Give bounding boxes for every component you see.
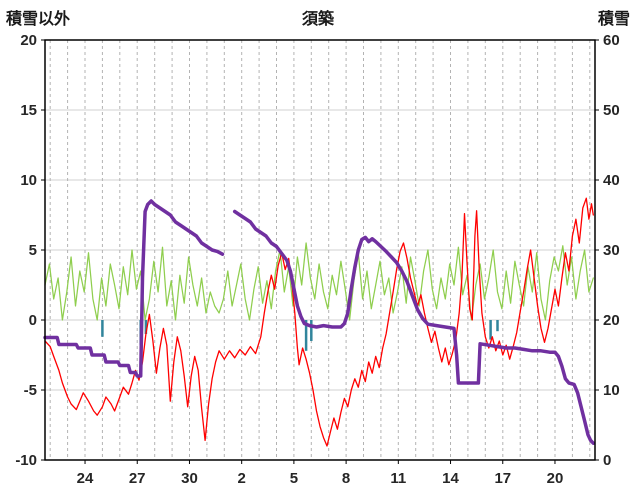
svg-text:20: 20 [20, 32, 37, 49]
left-axis-title: 積雪以外 [6, 11, 71, 28]
svg-text:5: 5 [29, 242, 37, 259]
svg-text:5: 5 [290, 470, 298, 487]
svg-text:30: 30 [181, 470, 198, 487]
svg-text:-10: -10 [15, 452, 37, 469]
svg-text:0: 0 [29, 312, 37, 329]
svg-text:14: 14 [442, 470, 459, 487]
svg-text:8: 8 [342, 470, 350, 487]
svg-text:-5: -5 [24, 382, 37, 399]
right-axis-title: 積雪 [597, 11, 630, 28]
svg-text:50: 50 [603, 102, 620, 119]
svg-text:27: 27 [129, 470, 146, 487]
svg-text:40: 40 [603, 172, 620, 189]
svg-text:10: 10 [20, 172, 37, 189]
svg-text:20: 20 [547, 470, 564, 487]
svg-text:2: 2 [238, 470, 246, 487]
svg-text:11: 11 [390, 470, 406, 487]
svg-text:17: 17 [494, 470, 511, 487]
chart-title: 須築 [301, 11, 334, 28]
svg-text:10: 10 [603, 382, 620, 399]
svg-text:24: 24 [77, 470, 94, 487]
svg-text:60: 60 [603, 32, 620, 49]
svg-text:20: 20 [603, 312, 620, 329]
svg-text:15: 15 [20, 102, 37, 119]
svg-text:0: 0 [603, 452, 611, 469]
svg-text:30: 30 [603, 242, 620, 259]
